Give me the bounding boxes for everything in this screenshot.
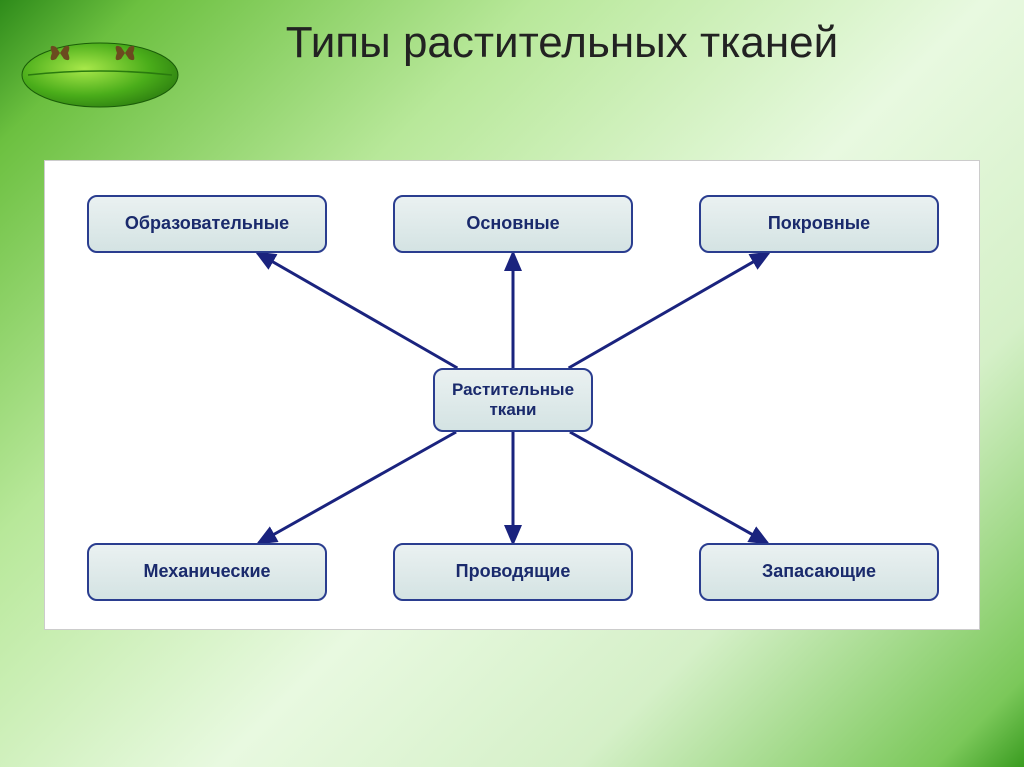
diagram-panel: Растительные ткани Образовательные Основны… — [44, 160, 980, 630]
diagram-node-2: Основные — [393, 195, 633, 253]
diagram-node-1: Образовательные — [87, 195, 327, 253]
slide: Типы растительных тканей Растительные тк… — [0, 0, 1024, 767]
diagram-node-4: Механические — [87, 543, 327, 601]
diagram-node-center: Растительные ткани — [433, 368, 593, 432]
slide-title: Типы растительных тканей — [140, 18, 984, 69]
diagram-node-6: Запасающие — [699, 543, 939, 601]
diagram-node-5: Проводящие — [393, 543, 633, 601]
diagram-node-3: Покровные — [699, 195, 939, 253]
